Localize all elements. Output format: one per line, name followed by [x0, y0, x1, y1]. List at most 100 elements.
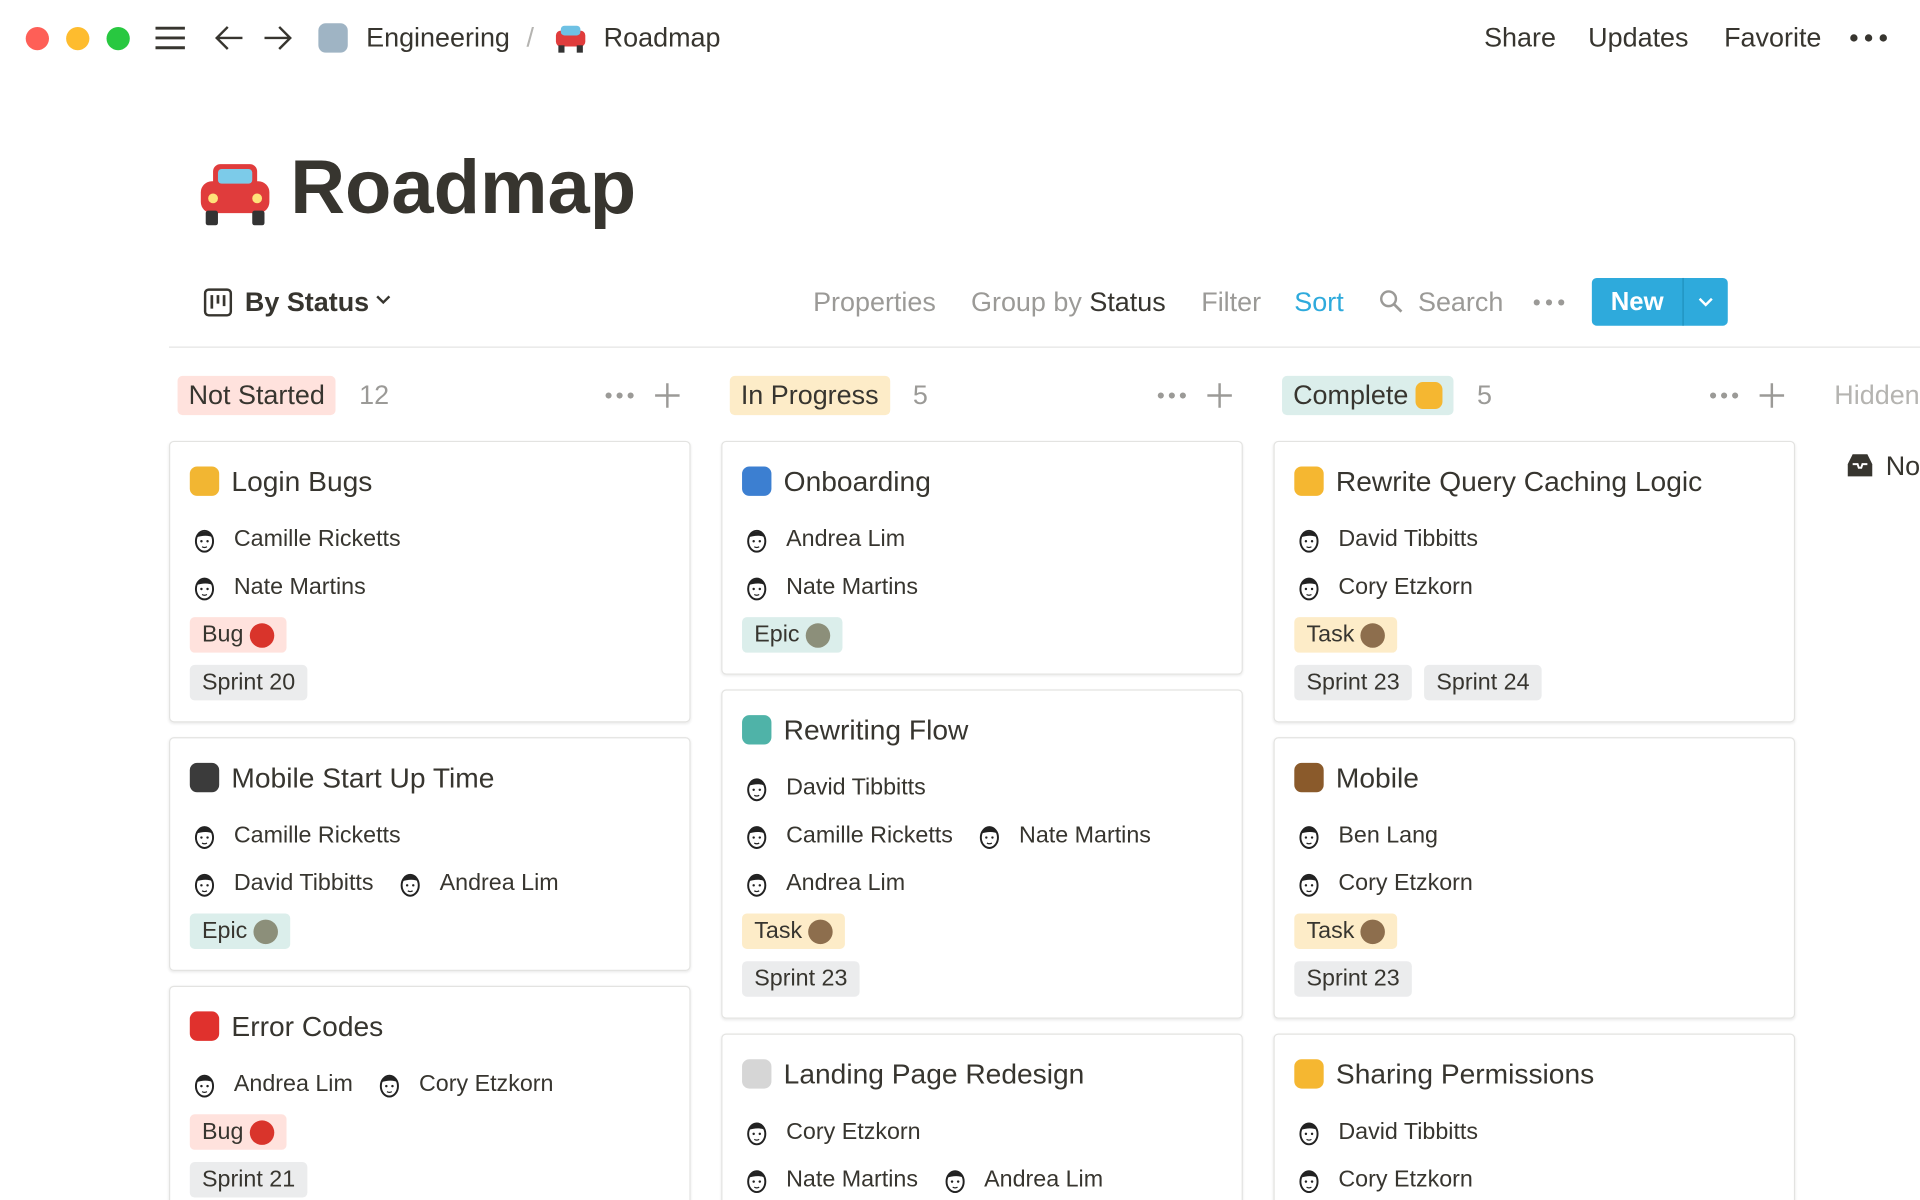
- card-title: Login Bugs: [231, 464, 373, 497]
- board-card[interactable]: Rewrite Query Caching Logic David Tibbitt…: [1273, 440, 1796, 723]
- hammer-icon: [1360, 622, 1386, 648]
- hidden-group-no-status[interactable]: No: [1885, 450, 1920, 482]
- chevron-down-icon[interactable]: [375, 294, 392, 306]
- view-selector[interactable]: By Status: [244, 286, 370, 318]
- board-column-in-progress: In Progress 5 Onboarding Andrea Lim Nate Mar…: [721, 375, 1243, 1200]
- board-card[interactable]: Rewriting Flow David Tibbitts Camille Rick…: [721, 689, 1243, 1019]
- ladybug-icon: [249, 622, 275, 648]
- avatar: [194, 576, 215, 600]
- raising-hands-icon: [1415, 382, 1443, 409]
- add-card-icon[interactable]: [1206, 382, 1233, 409]
- column-more-icon[interactable]: [1157, 391, 1186, 401]
- close-window-button[interactable]: [25, 26, 49, 51]
- card-list: Onboarding Andrea Lim Nate Martins Epic Rewr…: [721, 440, 1243, 1200]
- assignee-row: David Tibbitts: [742, 764, 1222, 812]
- breadcrumb-engineering[interactable]: Engineering: [366, 22, 510, 53]
- add-card-icon[interactable]: [1758, 382, 1785, 409]
- board-card[interactable]: Onboarding Andrea Lim Nate Martins Epic: [721, 440, 1243, 675]
- back-arrow-icon[interactable]: [213, 23, 245, 52]
- assignee: Andrea Lim: [940, 1165, 1103, 1194]
- status-label: Not Started: [188, 379, 325, 411]
- search-icon[interactable]: [1379, 289, 1403, 313]
- sprint-row: Sprint 23 Sprint 24: [1294, 659, 1774, 707]
- card-title-row: Mobile Start Up Time: [189, 756, 670, 800]
- avatar: [1299, 1169, 1319, 1193]
- assignee-row: Cory Etzkorn: [1294, 1156, 1774, 1200]
- status-tag[interactable]: Not Started: [177, 375, 336, 416]
- maximize-window-button[interactable]: [106, 26, 130, 51]
- chevron-down-icon: [1698, 297, 1713, 307]
- filter-button[interactable]: Filter: [1201, 286, 1262, 318]
- menu-icon[interactable]: [153, 23, 187, 52]
- avatar: [945, 1169, 965, 1193]
- avatar: [194, 873, 215, 897]
- sort-button[interactable]: Sort: [1294, 286, 1344, 318]
- view-more-icon[interactable]: [1533, 298, 1565, 308]
- type-label: Epic: [202, 917, 248, 944]
- column-actions: [605, 375, 681, 417]
- assignee: Cory Etzkorn: [375, 1070, 553, 1099]
- sprint-row: Sprint 23: [742, 955, 1222, 1003]
- sprint-tag: Sprint 20: [189, 664, 308, 701]
- minimize-window-button[interactable]: [66, 26, 90, 51]
- breadcrumb-roadmap[interactable]: Roadmap: [603, 22, 721, 53]
- mailbox-icon: [742, 466, 772, 496]
- column-more-icon[interactable]: [605, 391, 634, 401]
- group-by-button[interactable]: Group by Status: [971, 287, 1166, 319]
- assignee-name: Camille Ricketts: [233, 525, 401, 552]
- assignee: Camille Ricketts: [190, 821, 401, 850]
- toolbar-divider: [168, 346, 1920, 348]
- add-card-icon[interactable]: [654, 382, 681, 409]
- new-button[interactable]: New: [1591, 277, 1728, 326]
- forward-arrow-icon[interactable]: [262, 23, 294, 52]
- type-label: Task: [1306, 621, 1355, 648]
- page-car-icon: [200, 164, 270, 226]
- assignee-name: Cory Etzkorn: [1338, 1166, 1473, 1193]
- card-list: Login Bugs Camille Ricketts Nate Martins Bu…: [168, 440, 691, 1200]
- updates-button[interactable]: Updates: [1588, 22, 1689, 53]
- board-card[interactable]: Mobile Ben Lang Cory Etzkorn Task Sprint 23: [1273, 737, 1796, 1019]
- column-more-icon[interactable]: [1709, 391, 1739, 401]
- search-button[interactable]: Search: [1417, 286, 1504, 318]
- assignee-row: Nate Martins: [190, 563, 670, 611]
- assignee: Camille Ricketts: [742, 821, 953, 850]
- assignee: Andrea Lim: [190, 1070, 353, 1099]
- status-tag[interactable]: In Progress: [729, 375, 890, 416]
- breadcrumb-separator: /: [526, 22, 535, 53]
- assignee-row: Ben Lang: [1294, 812, 1774, 860]
- type-row: Bug: [189, 1108, 670, 1156]
- assignee-name: Andrea Lim: [786, 870, 906, 896]
- column-header: In Progress 5: [721, 375, 1243, 417]
- sprint-tag: Sprint 24: [1424, 664, 1542, 701]
- avatar: [747, 1121, 767, 1145]
- board-card[interactable]: Mobile Start Up Time Camille Ricketts Davi…: [168, 737, 691, 972]
- avatar: [747, 825, 767, 849]
- assignee: Cory Etzkorn: [1294, 1165, 1473, 1194]
- properties-button[interactable]: Properties: [813, 286, 936, 318]
- assignee-row: David Tibbitts Andrea Lim: [190, 860, 670, 908]
- sprint-tag: Sprint 23: [742, 961, 860, 997]
- group-by-value: Status: [1089, 286, 1166, 318]
- status-tag[interactable]: Complete: [1282, 375, 1454, 416]
- assignee: Nate Martins: [742, 572, 918, 601]
- column-count: 5: [1476, 379, 1492, 411]
- type-label: Task: [1306, 917, 1355, 944]
- new-dropdown-button[interactable]: [1682, 277, 1727, 326]
- assignee: Cory Etzkorn: [1294, 572, 1473, 601]
- board-card[interactable]: Sharing Permissions David Tibbitts Cory Et…: [1273, 1033, 1796, 1200]
- board-column-complete: Complete 5 Rewrite Query Caching Logic Davi…: [1273, 375, 1796, 1200]
- board-card[interactable]: Login Bugs Camille Ricketts Nate Martins Bu…: [168, 440, 691, 723]
- share-button[interactable]: Share: [1484, 22, 1556, 53]
- more-options-icon[interactable]: [1849, 32, 1888, 44]
- assignee-row: Camille Ricketts: [190, 812, 670, 860]
- inbox-icon: [1847, 454, 1873, 477]
- avatar: [194, 1074, 215, 1097]
- sprint-tag: Sprint 23: [1294, 664, 1412, 701]
- favorite-button[interactable]: Favorite: [1724, 22, 1822, 53]
- board-card[interactable]: Error Codes Andrea Lim Cory Etzkorn Bug Spri…: [168, 985, 691, 1200]
- board-card[interactable]: Landing Page Redesign Cory Etzkorn Nate Ma…: [721, 1033, 1243, 1200]
- column-actions: [1157, 375, 1233, 417]
- type-row: Epic: [742, 611, 1222, 659]
- sprint-row: Sprint 23: [1294, 955, 1774, 1003]
- mountain-icon: [805, 622, 831, 648]
